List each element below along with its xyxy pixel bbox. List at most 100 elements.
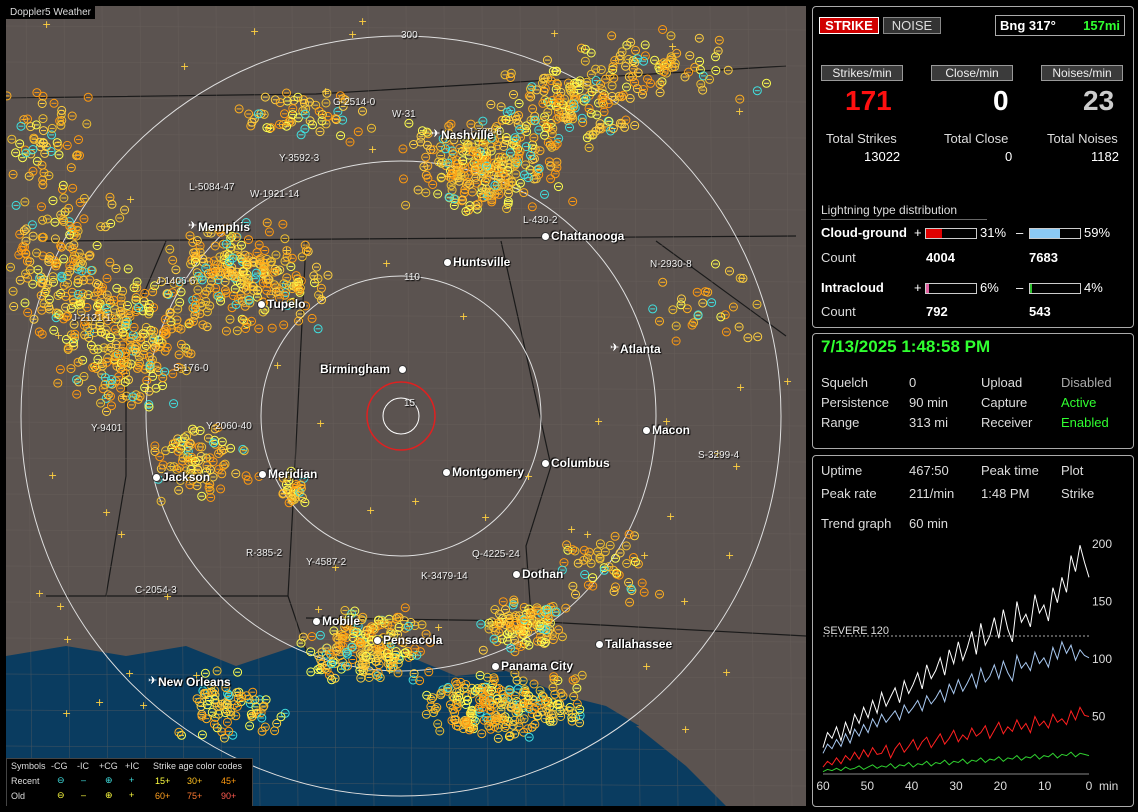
strike-symbol bbox=[500, 699, 510, 709]
strike-symbol bbox=[226, 443, 236, 453]
strike-symbol bbox=[487, 197, 497, 207]
strike-symbol bbox=[511, 139, 521, 149]
storm-track-label: W-31 bbox=[392, 109, 416, 120]
strike-symbol bbox=[607, 91, 617, 101]
border-ms-al bbox=[287, 240, 309, 657]
strike-symbol bbox=[56, 241, 66, 251]
strike-symbol bbox=[342, 649, 352, 659]
strike-symbol bbox=[422, 690, 432, 700]
strike-symbol bbox=[594, 123, 604, 133]
strike-symbol bbox=[135, 392, 145, 402]
strike-symbol bbox=[99, 343, 109, 353]
strike-symbol bbox=[552, 139, 562, 149]
strike-symbol bbox=[44, 254, 54, 264]
strike-symbol bbox=[550, 689, 560, 699]
strike-symbol bbox=[144, 306, 154, 316]
cg-negative-pct: 59% bbox=[1084, 225, 1111, 240]
cloud-ground-label: Cloud-ground bbox=[821, 225, 907, 240]
strike-symbol bbox=[371, 657, 381, 666]
city-label: Panama City bbox=[501, 659, 574, 673]
city-label: Tupelo bbox=[267, 297, 306, 311]
lightning-map[interactable]: + + + + + + + + + + + + + + + + + + + + + + + + + + + + + + + + + + + + + + + +… bbox=[6, 6, 806, 806]
uptime-value: 467:50 bbox=[909, 463, 949, 478]
strike-symbol bbox=[529, 174, 539, 184]
strike-symbol bbox=[64, 203, 74, 213]
strike-symbol bbox=[176, 287, 186, 297]
strikes-per-min-value: 171 bbox=[845, 85, 892, 116]
legend-col-neg-cg: -CG bbox=[51, 761, 68, 771]
strike-symbol bbox=[103, 309, 113, 319]
storm-track-label: K-3479-14 bbox=[421, 571, 468, 582]
strike-symbol bbox=[8, 286, 18, 296]
strike-symbol bbox=[11, 200, 21, 210]
strike-symbol bbox=[452, 679, 462, 689]
plot-value[interactable]: Strike bbox=[1061, 486, 1095, 501]
strike-symbol bbox=[336, 640, 346, 650]
border-ga-sc bbox=[655, 240, 787, 337]
strike-symbol bbox=[206, 493, 216, 502]
ic-negative-count: 543 bbox=[1029, 304, 1051, 319]
strike-symbol bbox=[271, 287, 281, 297]
noises-per-min-value: 23 bbox=[1083, 85, 1115, 116]
bar-cgp-fill bbox=[926, 229, 942, 238]
strike-symbol bbox=[364, 666, 374, 676]
receiver-status[interactable]: Enabled bbox=[1061, 415, 1109, 430]
strike-symbol bbox=[122, 301, 132, 310]
strike-symbol bbox=[625, 93, 635, 103]
strike-symbol bbox=[515, 178, 525, 188]
border-ky-tn bbox=[6, 65, 787, 99]
strike-symbol bbox=[270, 267, 280, 277]
strike-symbol bbox=[340, 622, 350, 632]
strike-symbol bbox=[581, 94, 591, 104]
strike-symbol bbox=[552, 163, 562, 173]
strike-symbol bbox=[507, 138, 517, 148]
city-label: Memphis bbox=[198, 220, 251, 234]
strike-symbol bbox=[492, 122, 501, 131]
strike-symbol bbox=[408, 675, 418, 685]
strike-symbol bbox=[501, 133, 511, 142]
strike-symbol bbox=[519, 714, 529, 724]
strike-symbol bbox=[554, 107, 563, 117]
strike-symbol bbox=[595, 119, 605, 129]
strike-symbol bbox=[264, 227, 274, 237]
strike-symbol bbox=[529, 679, 539, 689]
datetime-display: 7/13/2025 1:48:58 PM bbox=[821, 337, 991, 356]
strike-symbol bbox=[391, 614, 401, 624]
strike-plus: + bbox=[411, 495, 420, 508]
strike-symbol bbox=[510, 133, 520, 143]
strike-mode-button[interactable]: STRIKE bbox=[819, 17, 879, 34]
strike-symbol bbox=[116, 299, 126, 309]
strike-symbol bbox=[53, 378, 63, 388]
noise-mode-button[interactable]: NOISE bbox=[883, 17, 941, 34]
strike-symbol bbox=[540, 130, 550, 140]
strike-symbol bbox=[550, 169, 560, 179]
close-per-min-header: Close/min bbox=[931, 65, 1013, 81]
strike-symbol bbox=[383, 620, 393, 630]
strike-symbol bbox=[190, 457, 200, 466]
strike-symbol bbox=[92, 279, 101, 288]
strike-symbol bbox=[181, 366, 191, 376]
strike-plus: + bbox=[594, 415, 603, 428]
strike-symbol bbox=[123, 264, 133, 274]
city-label: Tallahassee bbox=[605, 637, 673, 651]
trend-graph-value[interactable]: 60 min bbox=[909, 516, 949, 531]
squelch-value: 0 bbox=[909, 375, 917, 390]
strike-symbol bbox=[129, 283, 139, 293]
strike-symbol bbox=[445, 172, 455, 182]
strike-symbol bbox=[524, 732, 534, 742]
strike-symbol bbox=[572, 699, 582, 709]
strike-symbol bbox=[565, 123, 574, 132]
strike-symbol bbox=[458, 146, 467, 156]
strike-symbol bbox=[497, 115, 507, 125]
upload-status[interactable]: Disabled bbox=[1061, 375, 1112, 390]
strike-symbol bbox=[428, 693, 438, 703]
strike-symbol bbox=[107, 199, 117, 209]
strike-symbol bbox=[188, 316, 198, 326]
strike-symbol bbox=[174, 278, 184, 288]
strike-symbol bbox=[105, 192, 115, 202]
strike-symbol bbox=[206, 268, 216, 278]
strike-symbol bbox=[215, 252, 225, 262]
strike-symbol bbox=[107, 375, 117, 384]
capture-status[interactable]: Active bbox=[1061, 395, 1097, 410]
uptime-label: Uptime bbox=[821, 463, 863, 478]
